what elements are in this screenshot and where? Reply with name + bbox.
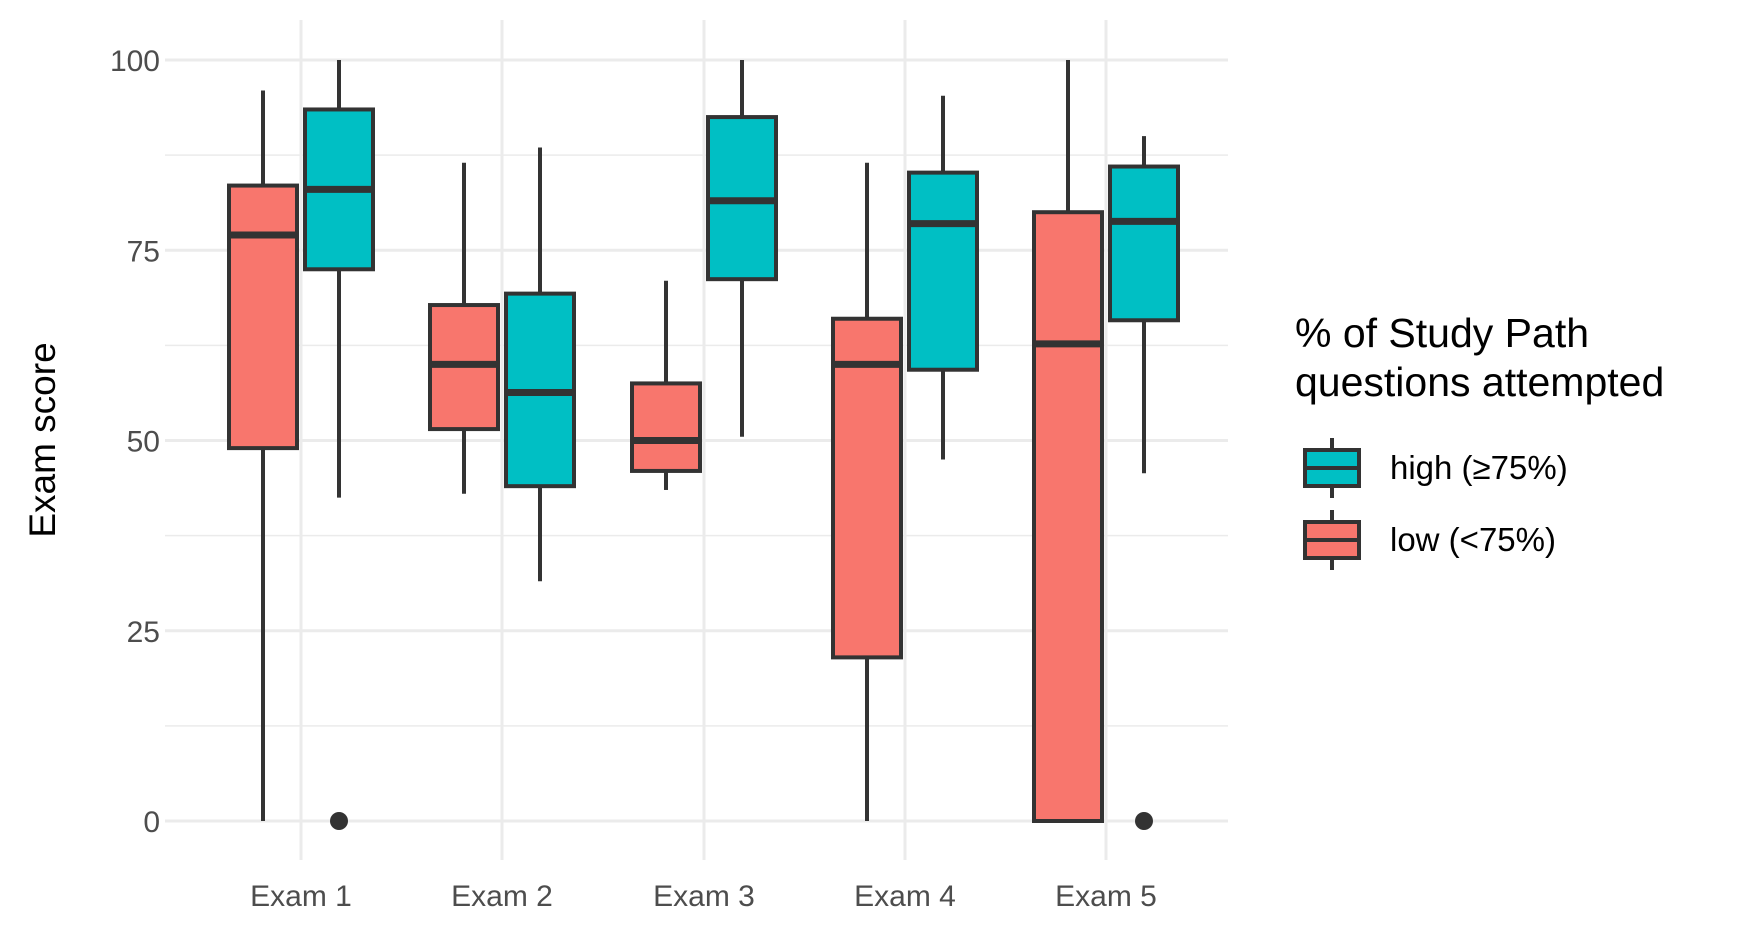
outlier-point (330, 812, 348, 830)
box-high-exam-1 (303, 60, 375, 830)
y-axis-title: Exam score (22, 342, 63, 537)
legend-title-line-2: questions attempted (1295, 359, 1664, 405)
x-tick-label: Exam 1 (250, 880, 352, 913)
legend-item-high: high (≥75%) (1303, 438, 1568, 498)
box-high-exam-5 (1108, 136, 1180, 830)
legend-title-line-1: % of Study Path (1295, 310, 1589, 356)
outlier-point (1135, 812, 1153, 830)
x-tick-label: Exam 5 (1055, 880, 1157, 913)
y-tick-label: 50 (127, 426, 160, 459)
x-tick-label: Exam 3 (653, 880, 755, 913)
y-tick-label: 100 (110, 45, 160, 78)
x-tick-label: Exam 2 (451, 880, 553, 913)
box-low-exam-3 (630, 280, 702, 490)
box-low-exam-1 (227, 90, 299, 821)
box-low-exam-5 (1032, 60, 1104, 823)
y-axis: 0 25 50 75 100 (110, 45, 160, 839)
box-iqr (1108, 164, 1180, 323)
x-axis: Exam 1 Exam 2 Exam 3 Exam 4 Exam 5 (250, 880, 1157, 913)
box-iqr (831, 316, 903, 660)
box-high-exam-3 (706, 60, 778, 437)
legend: % of Study Path questions attempted high… (1295, 310, 1664, 570)
y-tick-label: 25 (127, 616, 160, 649)
grid-lines (165, 20, 1228, 860)
legend-keys: high (≥75%) low (<75%) (1303, 438, 1568, 570)
box-iqr (1032, 210, 1104, 823)
box-low-exam-2 (428, 162, 500, 494)
box-high-exam-4 (907, 95, 979, 460)
legend-label-high: high (≥75%) (1390, 449, 1568, 486)
y-tick-label: 75 (127, 235, 160, 268)
y-tick-label: 0 (143, 806, 160, 839)
legend-item-low: low (<75%) (1303, 510, 1556, 570)
box-marks (227, 60, 1180, 830)
box-low-exam-4 (831, 162, 903, 821)
legend-label-low: low (<75%) (1390, 521, 1556, 558)
x-tick-label: Exam 4 (854, 880, 956, 913)
box-iqr (227, 183, 299, 451)
box-high-exam-2 (504, 147, 576, 582)
box-iqr (630, 381, 702, 473)
box-iqr (907, 170, 979, 372)
